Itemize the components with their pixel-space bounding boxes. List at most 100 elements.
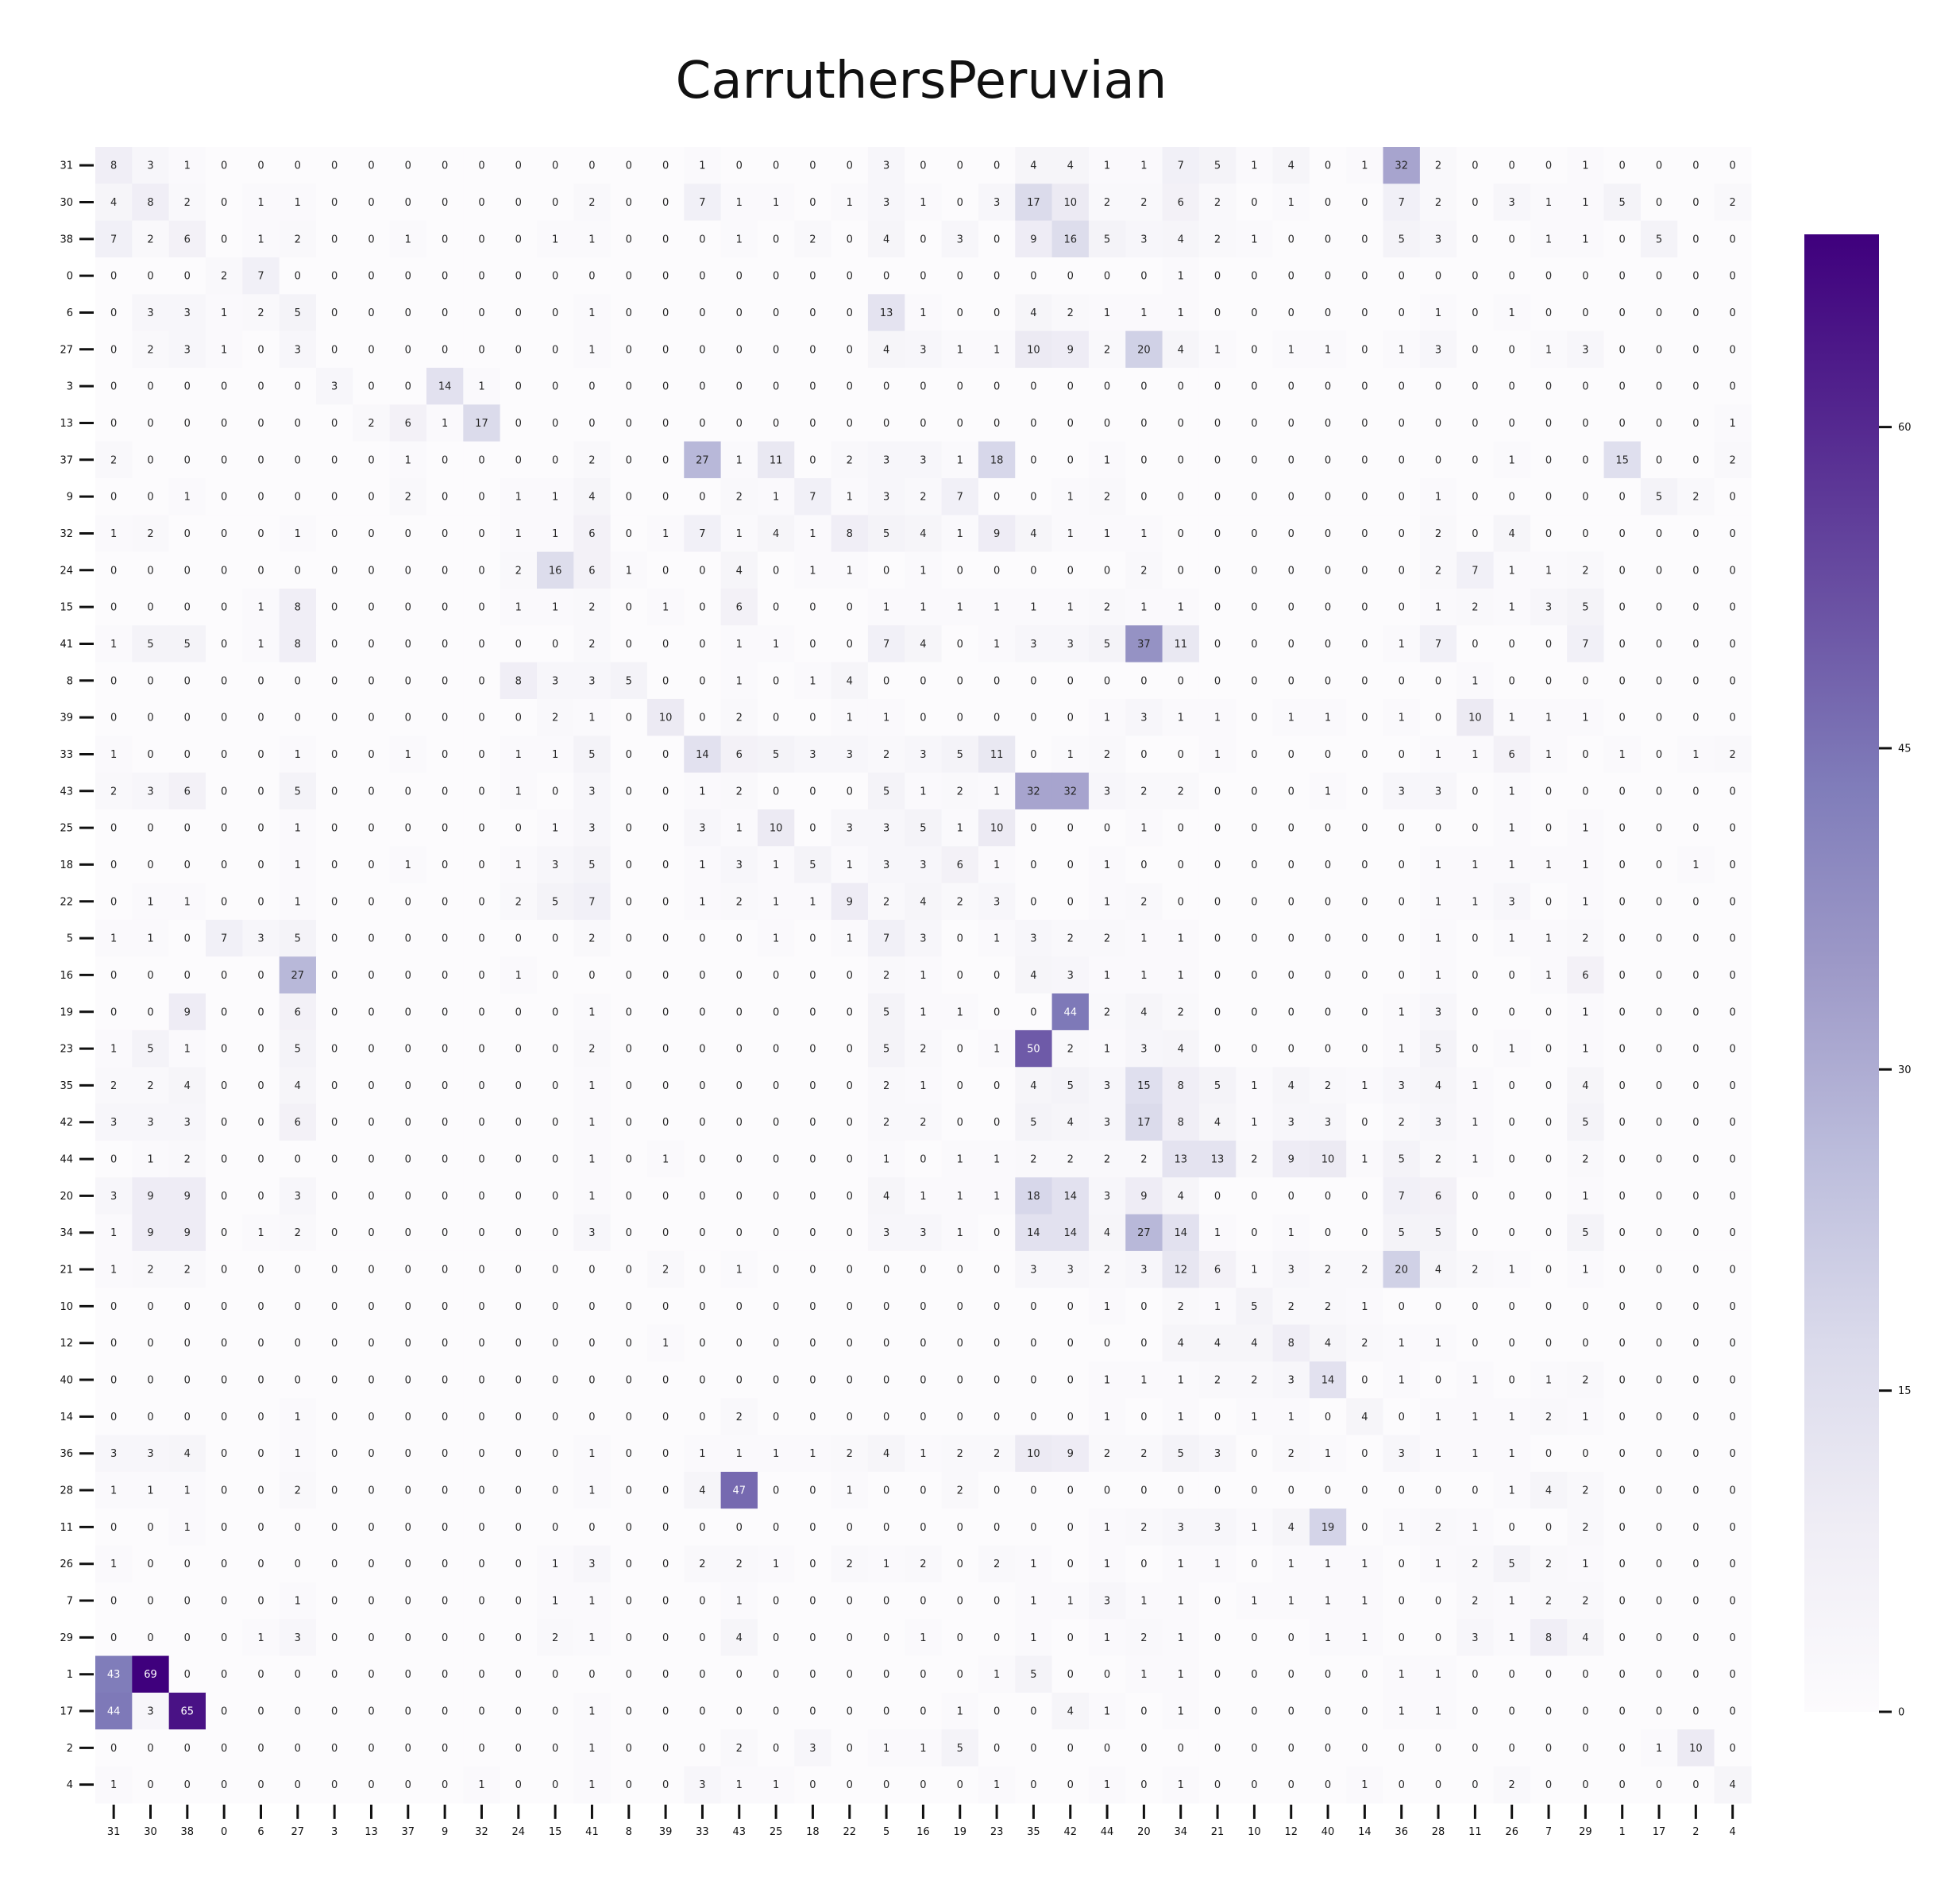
cell-value-label: 0: [1214, 933, 1221, 945]
cell-value-label: 7: [1472, 565, 1478, 577]
cell-value-label: 0: [662, 675, 669, 687]
cell-value-label: 1: [920, 970, 926, 982]
cell-value-label: 0: [1545, 1448, 1552, 1460]
cell-value-label: 0: [221, 1227, 227, 1239]
cell-value-label: 2: [1104, 344, 1110, 356]
cell-value-label: 0: [1325, 896, 1331, 908]
cell-value-label: 0: [368, 1006, 374, 1018]
heatmap-cell: [1125, 183, 1163, 222]
cell-value-label: 0: [626, 1338, 632, 1350]
cell-value-label: 0: [515, 1448, 522, 1460]
cell-value-label: 0: [662, 1669, 669, 1681]
cell-value-label: 14: [1027, 1227, 1040, 1239]
cell-value-label: 5: [1582, 1227, 1588, 1239]
cell-value-label: 0: [184, 1412, 191, 1423]
cell-value-label: 3: [883, 160, 889, 172]
cell-value-label: 1: [994, 344, 1000, 356]
cell-value-label: 0: [1730, 713, 1736, 724]
cell-value-label: 9: [184, 1227, 191, 1239]
cell-value-label: 47: [732, 1485, 746, 1497]
cell-value-label: 0: [405, 1301, 411, 1313]
cell-value-label: 0: [478, 271, 484, 283]
y-tick-label: 1: [67, 1669, 73, 1681]
cell-value-label: 0: [1435, 675, 1441, 687]
cell-value-label: 1: [1104, 970, 1110, 982]
cell-value-label: 0: [515, 1522, 522, 1534]
cell-value-label: 1: [1178, 970, 1184, 982]
cell-value-label: 1: [1509, 1596, 1515, 1608]
cell-value-label: 10: [1027, 1448, 1040, 1460]
cell-value-label: 0: [478, 1375, 484, 1387]
cell-value-label: 0: [331, 1191, 338, 1203]
cell-value-label: 0: [736, 1338, 743, 1350]
heatmap-cell: [757, 147, 795, 184]
cell-value-label: 3: [184, 1117, 191, 1129]
cell-value-label: 0: [515, 1191, 522, 1203]
cell-value-label: 0: [662, 1706, 669, 1718]
cell-value-label: 4: [1361, 1412, 1368, 1423]
cell-value-label: 4: [184, 1448, 191, 1460]
cell-value-label: 9: [847, 896, 853, 908]
cell-value-label: 4: [1582, 1632, 1588, 1644]
cell-value-label: 0: [552, 381, 558, 393]
cell-value-label: 0: [1325, 1743, 1331, 1755]
heatmap-cell: [168, 294, 206, 332]
cell-value-label: 2: [368, 418, 374, 430]
cell-value-label: 0: [1325, 271, 1331, 283]
heatmap-cell: [1567, 330, 1605, 369]
cell-value-label: 0: [1472, 639, 1478, 651]
cell-value-label: 3: [1435, 234, 1441, 245]
cell-value-label: 1: [1545, 565, 1552, 577]
cell-value-label: 0: [1435, 271, 1441, 283]
cell-value-label: 4: [920, 896, 926, 908]
cell-value-label: 0: [1730, 602, 1736, 614]
cell-value-label: 2: [883, 970, 889, 982]
cell-value-label: 2: [920, 1558, 926, 1570]
cell-value-label: 0: [773, 1265, 779, 1277]
heatmap-cell: [353, 330, 391, 369]
cell-value-label: 1: [847, 713, 853, 724]
heatmap-cell: [794, 330, 832, 369]
cell-value-label: 1: [1067, 492, 1074, 504]
cell-value-label: 0: [1288, 933, 1294, 945]
cell-value-label: 0: [1656, 675, 1662, 687]
cell-value-label: 0: [809, 271, 816, 283]
cell-value-label: 0: [847, 1117, 853, 1129]
cell-value-label: 0: [368, 528, 374, 540]
cell-value-label: 0: [699, 234, 705, 245]
cell-value-label: 0: [1619, 786, 1626, 798]
heatmap-cell: [720, 257, 758, 295]
cell-value-label: 1: [1104, 1779, 1110, 1791]
cell-value-label: 4: [1214, 1117, 1221, 1129]
cell-value-label: 0: [257, 1448, 264, 1460]
cell-value-label: 10: [1027, 344, 1040, 356]
cell-value-label: 1: [184, 1485, 191, 1497]
cell-value-label: 0: [626, 639, 632, 651]
cell-value-label: 0: [1545, 1080, 1552, 1092]
cell-value-label: 1: [662, 1338, 669, 1350]
x-tick-label: 6: [257, 1826, 264, 1838]
cell-value-label: 0: [773, 1485, 779, 1497]
cell-value-label: 1: [552, 823, 558, 835]
cell-value-label: 0: [1214, 602, 1221, 614]
cell-value-label: 6: [295, 1117, 301, 1129]
cell-value-label: 1: [1509, 1632, 1515, 1644]
heatmap-cell: [1125, 220, 1163, 258]
cell-value-label: 0: [1545, 1522, 1552, 1534]
heatmap-cell: [205, 220, 243, 258]
cell-value-label: 0: [699, 1522, 705, 1534]
heatmap-cell: [794, 257, 832, 295]
cell-value-label: 1: [110, 749, 117, 761]
cell-value-label: 0: [626, 1227, 632, 1239]
cell-value-label: 0: [368, 344, 374, 356]
cell-value-label: 0: [221, 1117, 227, 1129]
cell-value-label: 0: [920, 234, 926, 245]
cell-value-label: 0: [1288, 675, 1294, 687]
heatmap-cell: [941, 257, 979, 295]
cell-value-label: 0: [588, 1522, 595, 1534]
cell-value-label: 0: [515, 1375, 522, 1387]
cell-value-label: 0: [331, 1301, 338, 1313]
cell-value-label: 0: [809, 1006, 816, 1018]
cell-value-label: 1: [1140, 528, 1147, 540]
cell-value-label: 1: [1509, 1044, 1515, 1056]
